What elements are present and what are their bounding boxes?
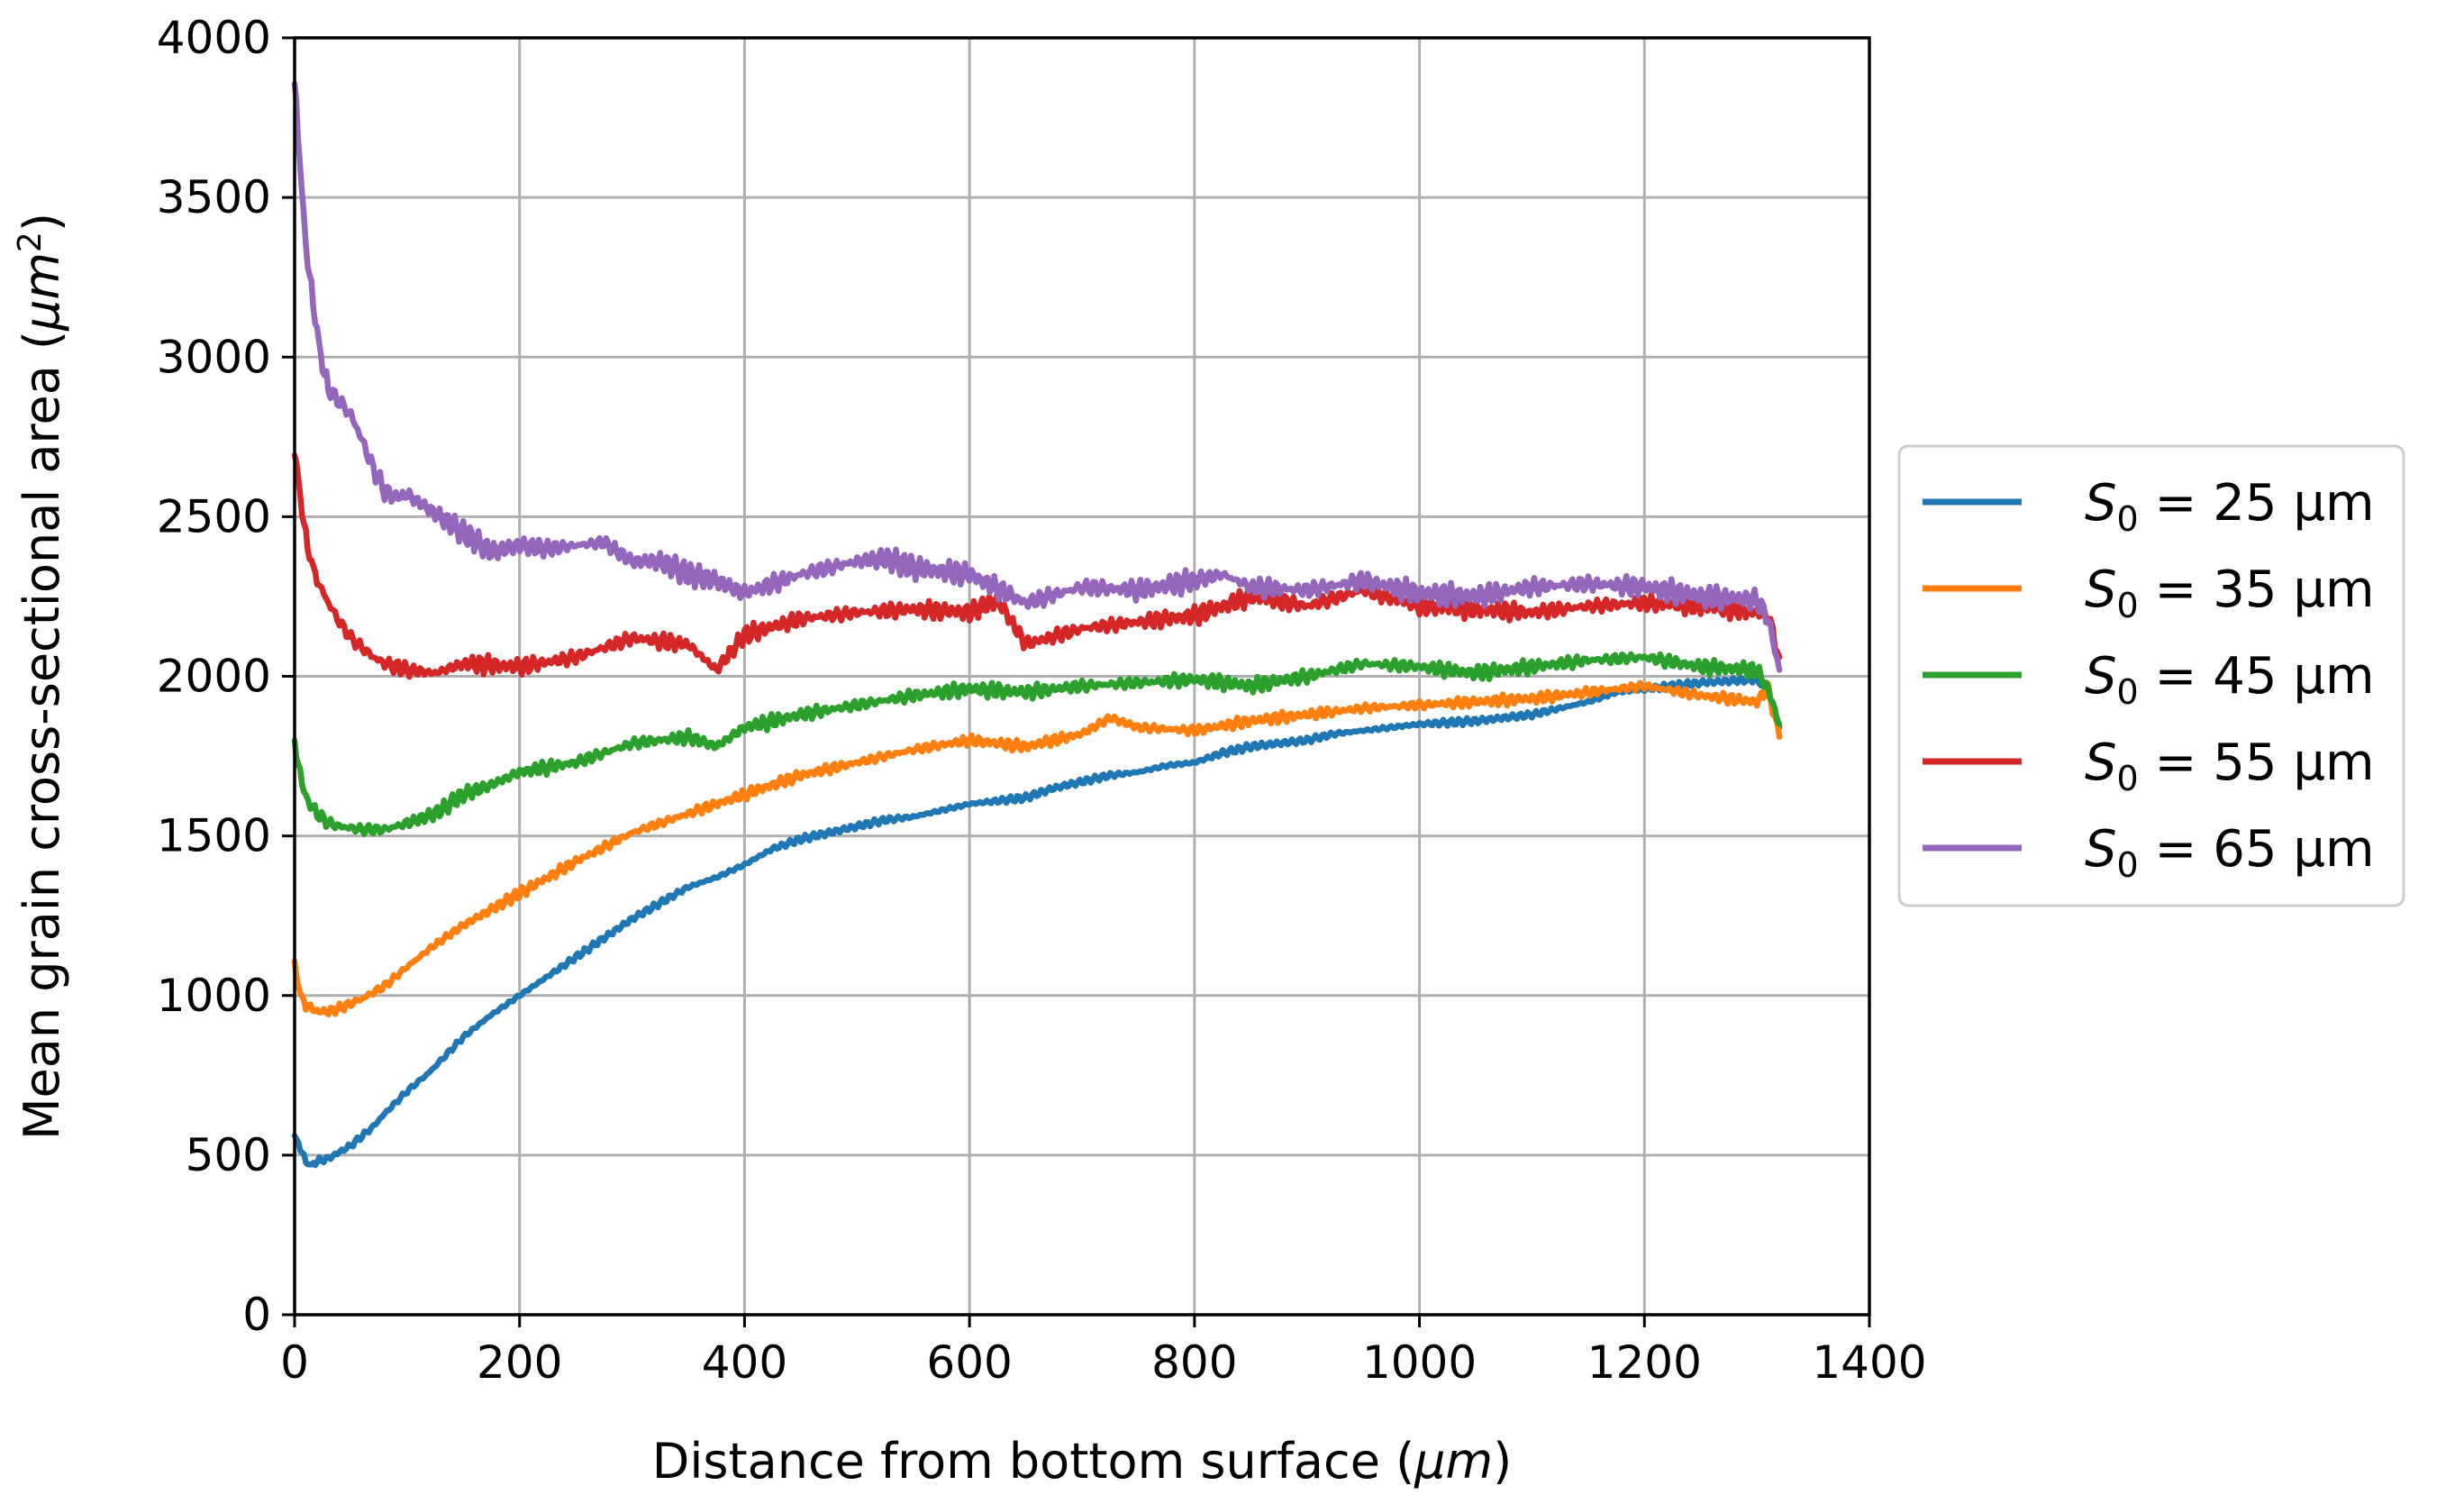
y-tick-labels: 0 500 1000 1500 2000 2500 3000 3500 4000: [157, 12, 271, 1341]
series-line-4: [291, 451, 1783, 680]
y-tick-label-8: 4000: [157, 12, 271, 64]
y-tick-label-2: 1000: [157, 970, 271, 1022]
legend-item-3: S0 = 45 μm: [1923, 647, 2375, 712]
legend-label-2: S0 = 35 μm: [2085, 561, 2375, 625]
x-tick-label-0: 0: [280, 1336, 309, 1389]
legend-box: [1897, 444, 2405, 907]
x-tick-label-7: 1400: [1812, 1336, 1926, 1389]
y-tick-label-6: 3000: [157, 331, 271, 383]
y-tick-label-7: 3500: [157, 171, 271, 223]
x-tick-label-6: 1200: [1587, 1336, 1702, 1389]
x-tick-label-5: 1000: [1362, 1336, 1477, 1389]
x-tick-labels: 0 200 400 600 800 1000 1200 1400: [280, 1336, 1927, 1389]
legend-label-1: S0 = 25 μm: [2085, 474, 2375, 539]
x-tick-label-4: 800: [1151, 1336, 1237, 1389]
series-line-3: [291, 651, 1783, 838]
legend-label-5: S0 = 65 μm: [2085, 820, 2375, 885]
axis-ticks: [282, 36, 1871, 1327]
legend-label-4: S0 = 55 μm: [2085, 734, 2375, 798]
legend-item-2: S0 = 35 μm: [1923, 561, 2375, 625]
y-tick-label-5: 2500: [157, 490, 271, 542]
legend-item-5: S0 = 65 μm: [1923, 820, 2375, 885]
series-line-1: [291, 673, 1783, 1169]
y-axis-label: Mean grain cross-sectional area (μm2): [12, 213, 70, 1140]
x-tick-label-3: 600: [926, 1336, 1012, 1389]
x-axis-label: Distance from bottom surface (μm): [652, 1433, 1512, 1490]
series-line-5: [291, 80, 1783, 673]
series-line-2: [291, 679, 1783, 1017]
series-lines: [291, 80, 1783, 1169]
y-tick-label-3: 1500: [157, 810, 271, 862]
legend-item-4: S0 = 55 μm: [1923, 734, 2375, 798]
legend: S0 = 25 μm S0 = 35 μm S0 = 45 μm S0 = 55 μm…: [1897, 444, 2405, 907]
x-tick-label-2: 400: [702, 1336, 787, 1389]
legend-item-1: S0 = 25 μm: [1923, 474, 2375, 539]
y-tick-label-4: 2000: [157, 651, 271, 703]
x-tick-label-1: 200: [477, 1336, 562, 1389]
legend-label-3: S0 = 45 μm: [2085, 647, 2375, 712]
y-tick-label-1: 500: [186, 1129, 271, 1181]
y-tick-label-0: 0: [242, 1289, 271, 1341]
